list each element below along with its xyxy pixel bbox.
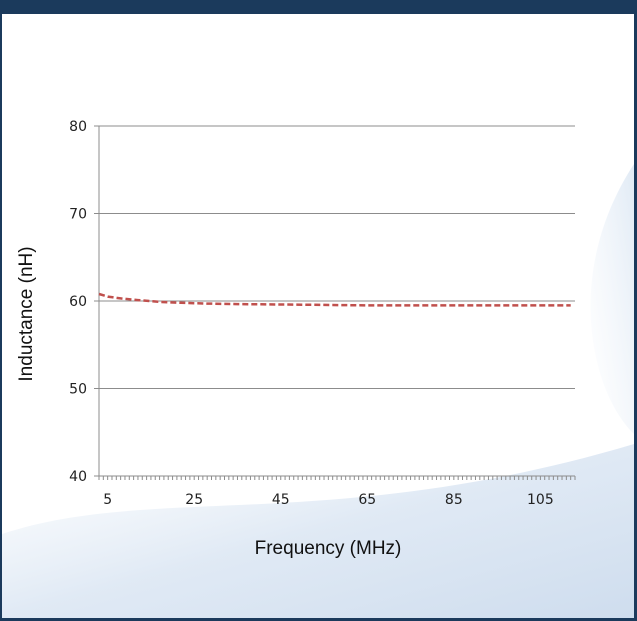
x-axis-title: Frequency (MHz) [255,538,402,559]
axis-layer [98,126,576,480]
y-tick-label: 80 [69,119,87,135]
x-tick-label: 105 [527,492,554,508]
x-tick-label: 85 [445,492,463,508]
bg-swoosh-right [590,164,634,434]
y-tick-label: 60 [69,294,87,310]
x-tick-label: 45 [272,492,290,508]
inductance-series-line [98,292,571,307]
y-axis-title: Inductance (nH) [16,246,37,381]
x-tick-label: 25 [185,492,203,508]
y-tick-label: 70 [69,207,87,223]
header-tab [40,0,585,14]
y-tick-label: 40 [69,469,87,485]
label-layer: 40 50 60 70 80 5 25 45 65 85 105 [69,119,554,508]
bg-swoosh-bottom [2,444,634,618]
chart-panel: 40 50 60 70 80 5 25 45 65 85 105 Frequency (MHz) I… [2,14,634,618]
series-layer [98,292,571,307]
x-tick-label: 5 [103,492,112,508]
x-tick-label: 65 [358,492,376,508]
inductance-chart: 40 50 60 70 80 5 25 45 65 85 105 Frequency (MHz) I… [2,119,634,618]
y-tick-label: 50 [69,382,87,398]
